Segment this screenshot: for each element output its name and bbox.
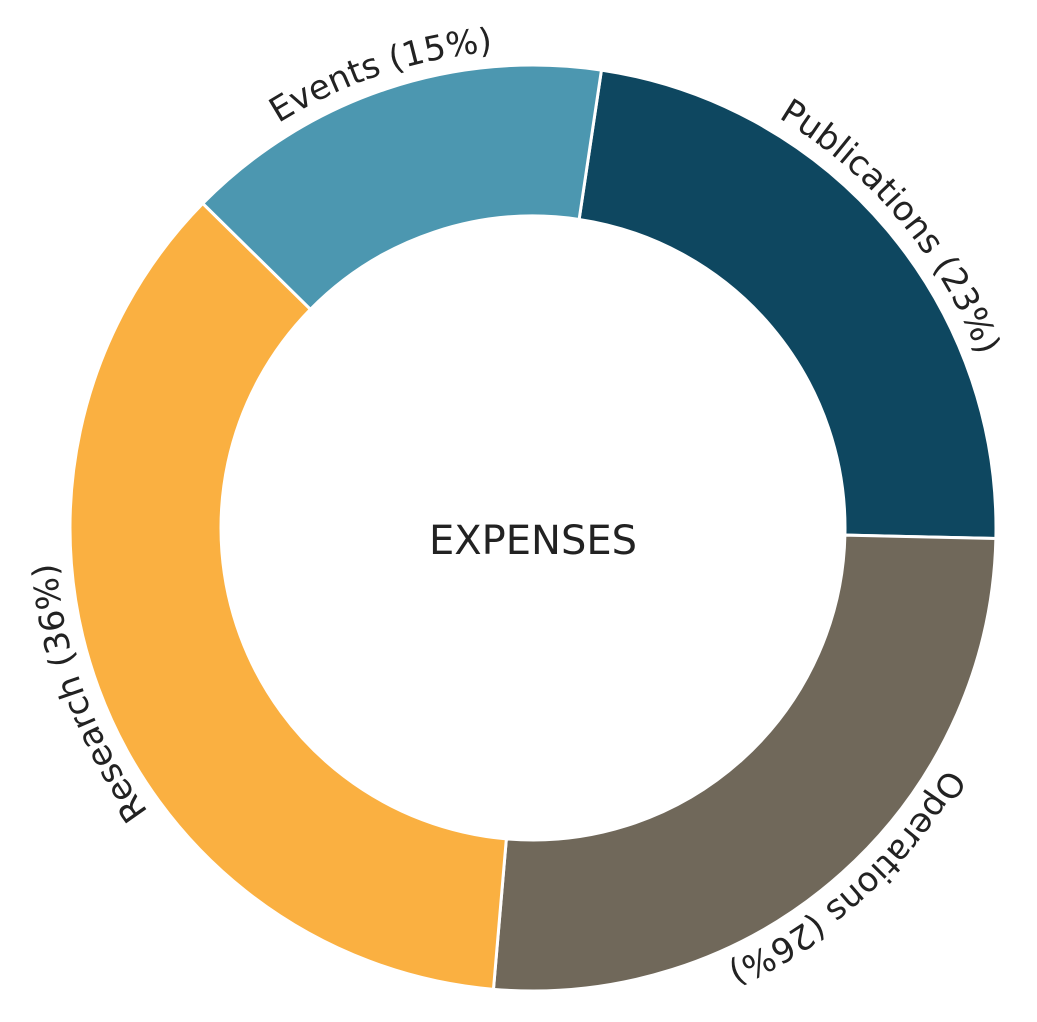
slice-2: [491, 533, 998, 993]
slice-1: [577, 68, 998, 541]
center-label: EXPENSES: [429, 518, 637, 564]
slice-3: [68, 201, 508, 991]
slice-4: [200, 63, 604, 312]
